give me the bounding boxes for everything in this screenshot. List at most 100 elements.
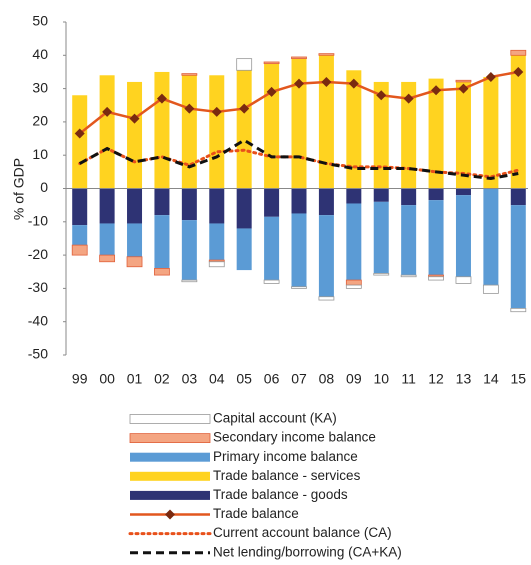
bar: [264, 63, 280, 189]
bar: [99, 223, 115, 256]
bar: [455, 276, 472, 284]
legend-swatch: [129, 414, 211, 424]
bar: [483, 76, 499, 189]
bar: [345, 279, 362, 286]
line: [78, 138, 519, 181]
legend-swatch: [130, 471, 210, 481]
bar: [318, 215, 334, 297]
bar: [99, 188, 115, 224]
x-tick-label: 14: [483, 371, 499, 387]
bar: [181, 75, 197, 189]
legend-label: Trade balance: [213, 506, 299, 521]
bar: [373, 81, 389, 189]
bar: [373, 273, 390, 276]
y-tick-label: 20: [32, 113, 48, 129]
bar: [455, 188, 471, 196]
marker: [348, 78, 359, 89]
bar: [263, 61, 280, 65]
bar: [401, 188, 417, 206]
x-tick-label: 11: [401, 371, 416, 387]
marker: [156, 93, 167, 104]
bar: [236, 188, 252, 229]
marker: [513, 66, 524, 77]
legend-swatch: [129, 433, 211, 444]
x-tick-label: 01: [127, 371, 143, 387]
bar: [209, 75, 225, 189]
x-tick-label: 13: [456, 371, 472, 387]
bar: [482, 284, 499, 294]
bar: [127, 81, 143, 189]
bar: [208, 261, 225, 268]
y-tick-label: -30: [28, 279, 48, 295]
bar: [346, 188, 362, 204]
marker: [74, 128, 85, 139]
y-tick-label: 50: [32, 13, 48, 29]
marker: [321, 76, 332, 87]
bar: [236, 70, 252, 189]
bar: [428, 188, 444, 201]
bar: [154, 268, 170, 276]
bar: [318, 296, 335, 301]
bar: [318, 188, 334, 216]
bar: [428, 78, 444, 189]
bar: [126, 256, 143, 268]
x-tick-label: 99: [72, 371, 88, 387]
bar: [154, 215, 170, 269]
bar: [209, 188, 225, 224]
marker: [294, 78, 304, 89]
x-tick-label: 05: [236, 371, 252, 387]
y-tick-label: -50: [28, 346, 48, 362]
bar: [428, 276, 444, 281]
x-tick-label: 06: [264, 371, 280, 387]
y-tick-label: -20: [28, 246, 48, 262]
bar: [510, 49, 527, 56]
bar: [72, 95, 88, 189]
bar: [127, 188, 143, 224]
legend-label: Primary income balance: [213, 449, 358, 464]
marker: [211, 106, 222, 117]
bar: [264, 188, 280, 217]
bar: [400, 274, 417, 278]
bar: [99, 254, 116, 263]
marker: [376, 90, 387, 101]
y-tick-label: 0: [40, 179, 48, 195]
x-tick-label: 02: [154, 371, 170, 387]
bar: [71, 244, 88, 256]
bar: [455, 195, 471, 277]
marker: [184, 103, 195, 114]
bar: [483, 188, 499, 286]
marker: [485, 71, 496, 82]
bar: [346, 70, 362, 189]
y-tick-label: 40: [32, 46, 48, 62]
bar: [263, 279, 280, 284]
marker: [129, 113, 140, 124]
bar: [401, 205, 417, 276]
marker: [431, 85, 442, 96]
bar: [510, 205, 526, 309]
x-tick-label: 04: [209, 371, 225, 387]
bar: [236, 58, 253, 71]
x-tick-label: 07: [291, 371, 307, 387]
bar: [236, 228, 252, 271]
legend-label: Trade balance - services: [213, 468, 361, 483]
legend-label: Current account balance (CA): [213, 525, 392, 540]
x-tick-label: 08: [319, 371, 335, 387]
marker: [239, 103, 250, 114]
bar: [181, 279, 198, 283]
bar: [181, 73, 198, 76]
bar: [291, 188, 307, 214]
bar: [510, 55, 526, 189]
legend-label: Capital account (KA): [213, 411, 337, 426]
legend-marker: [165, 509, 175, 520]
x-tick-label: 12: [428, 371, 444, 387]
bar: [291, 58, 307, 189]
y-tick-label: -10: [28, 213, 48, 229]
bar: [127, 223, 143, 257]
bar: [181, 220, 197, 281]
x-tick-label: 10: [373, 371, 389, 387]
marker: [458, 83, 469, 94]
legend-swatch: [130, 452, 210, 462]
x-tick-label: 09: [346, 371, 362, 387]
bar: [154, 188, 170, 216]
